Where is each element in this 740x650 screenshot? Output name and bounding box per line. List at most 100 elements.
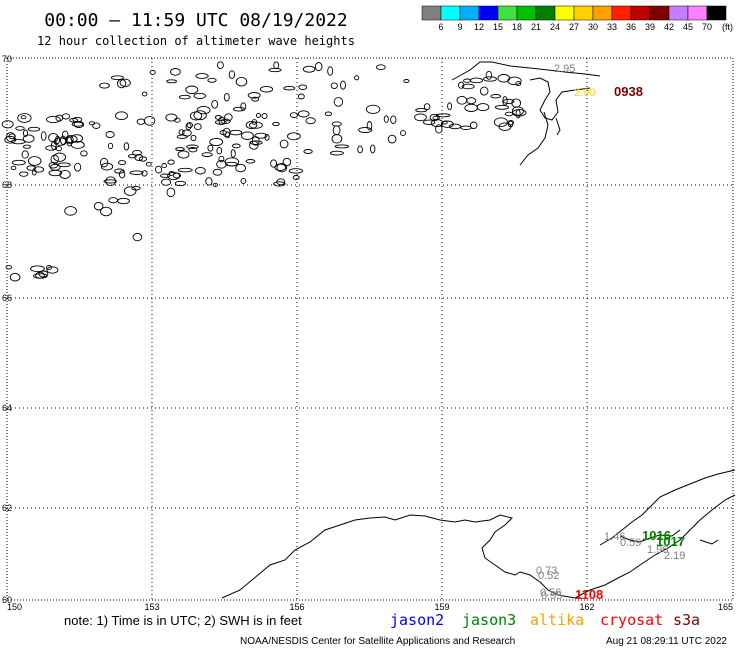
legend-bin-label: 24 xyxy=(550,22,560,32)
ice-contour xyxy=(383,115,389,123)
ice-contour xyxy=(167,171,181,181)
legend-bin-label: 9 xyxy=(457,22,462,32)
coastline-south xyxy=(221,469,736,599)
ice-contour xyxy=(22,129,29,137)
ice-contour xyxy=(324,111,333,117)
obs-label: 0.59 xyxy=(620,537,641,549)
ice-contour xyxy=(305,117,316,125)
ice-contour xyxy=(218,155,225,163)
ice-contour xyxy=(167,159,175,165)
ice-contour xyxy=(21,150,29,159)
latitude-label: 62 xyxy=(2,503,12,513)
ice-contour xyxy=(189,111,203,121)
ice-contour xyxy=(515,109,521,119)
ice-contour xyxy=(340,80,346,90)
legend-swatch xyxy=(497,5,518,21)
ice-contour xyxy=(329,150,344,156)
ice-contour xyxy=(502,98,515,104)
latitude-label: 66 xyxy=(2,293,12,303)
ice-contour xyxy=(132,232,143,242)
legend-bin-label: 12 xyxy=(474,22,484,32)
ice-contour xyxy=(273,61,280,70)
ice-contour xyxy=(400,130,406,137)
ice-contour xyxy=(261,113,268,119)
ice-contour xyxy=(282,157,292,167)
ice-contour xyxy=(458,81,465,89)
ice-contour xyxy=(456,95,468,105)
legend-swatch xyxy=(554,5,575,21)
legend-bin-label: 36 xyxy=(626,22,636,32)
ice-contour xyxy=(211,99,219,109)
altimeter-observations: 2.95 2.90 0938 1.46 0.59 1016 1017 1.96 … xyxy=(536,63,685,602)
ice-contour xyxy=(71,121,84,127)
ice-contour xyxy=(185,85,199,95)
ice-contour xyxy=(46,266,59,274)
ice-contour xyxy=(193,110,207,121)
legend-swatch xyxy=(611,5,632,21)
ice-contour xyxy=(464,103,479,112)
ice-contour xyxy=(172,172,182,179)
ice-contour xyxy=(207,77,217,83)
ice-contour xyxy=(46,115,61,124)
ice-contour xyxy=(332,125,341,136)
ice-contour xyxy=(403,79,410,83)
ice-contour xyxy=(9,272,21,282)
obs-label: 0.52 xyxy=(538,570,559,582)
ice-contour xyxy=(5,265,13,270)
ice-contour xyxy=(46,265,52,271)
ice-contour xyxy=(118,160,127,166)
legend-swatch xyxy=(592,5,613,21)
ice-contour xyxy=(302,65,316,73)
longitude-label: 153 xyxy=(144,602,159,612)
ice-contour xyxy=(48,169,63,177)
ice-contour xyxy=(92,122,101,129)
ice-contour xyxy=(188,147,198,153)
ice-contour xyxy=(177,167,193,173)
legend-bin-label: 33 xyxy=(607,22,617,32)
ice-contour xyxy=(390,115,397,124)
ice-contour xyxy=(69,117,79,123)
ice-contour xyxy=(415,108,428,113)
sea-ice-contours xyxy=(1,61,527,282)
ice-contour xyxy=(20,115,27,120)
obs-label: 1.46 xyxy=(604,531,625,543)
ice-contour xyxy=(235,76,248,87)
footer-timestamp: Aug 21 08:29:11 UTC 2022 xyxy=(606,636,727,647)
ice-contour xyxy=(59,169,71,179)
legend-bin-label: 45 xyxy=(683,22,693,32)
ice-contour xyxy=(118,170,126,179)
ice-contour xyxy=(49,163,61,171)
ice-contour xyxy=(469,121,478,130)
satellite-legend: jason2 jason3 altika cryosat s3a xyxy=(390,611,700,629)
ice-contour xyxy=(186,144,199,149)
obs-label: 2.19 xyxy=(664,550,685,562)
legend-swatch xyxy=(649,5,670,21)
ice-contour xyxy=(19,171,29,177)
ice-contour xyxy=(240,131,254,140)
legend-bin-label: 18 xyxy=(512,22,522,32)
ice-contour xyxy=(17,113,32,123)
ice-contour xyxy=(115,111,128,121)
legend-swatch xyxy=(630,5,651,21)
ice-contour xyxy=(4,135,17,144)
satellite-name-jason3: jason3 xyxy=(462,611,516,629)
ice-contour xyxy=(74,162,82,172)
ice-contour xyxy=(100,206,113,217)
ice-contour xyxy=(170,68,181,76)
ice-contour xyxy=(511,98,522,108)
ice-contour xyxy=(375,64,386,71)
ice-contour xyxy=(255,113,262,118)
ice-contour xyxy=(219,130,227,135)
ice-contour xyxy=(57,162,71,168)
ice-contour xyxy=(288,168,304,174)
ice-contour xyxy=(366,121,373,131)
ice-contour xyxy=(276,162,288,173)
ice-contour xyxy=(279,139,289,149)
ice-contour xyxy=(107,142,114,150)
ice-contour xyxy=(193,123,202,131)
ice-contour xyxy=(141,91,148,97)
ice-contour xyxy=(289,112,299,118)
ice-contour xyxy=(181,129,192,137)
ice-contour xyxy=(231,143,241,149)
wave-height-color-legend: 6 9 12 15 18 21 24 27 30 33 36 39 42 45 70 xyxy=(421,5,727,32)
